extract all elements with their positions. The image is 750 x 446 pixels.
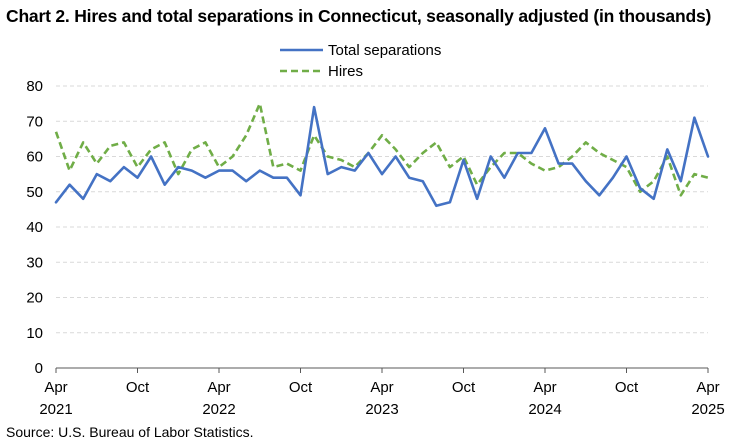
- x-tick-label-month: Apr: [696, 379, 719, 396]
- y-tick-label: 10: [26, 325, 43, 342]
- legend-label-hires: Hires: [328, 63, 363, 80]
- legend-label-total-separations: Total separations: [328, 42, 441, 59]
- series-line-hires: [54, 102, 709, 197]
- chart-title: Chart 2. Hires and total separations in …: [6, 6, 712, 26]
- x-tick-label-month: Oct: [452, 379, 476, 396]
- x-tick-label-year: 2021: [39, 401, 72, 418]
- series-lines: [54, 102, 710, 208]
- x-tick-label-month: Oct: [615, 379, 639, 396]
- legend: Total separations Hires: [280, 42, 441, 80]
- x-tick-label-year: 2025: [691, 401, 724, 418]
- gridlines: [56, 85, 708, 334]
- x-axis-ticks: Apr 2021 Oct Apr 2022 Oct Apr 2023 Oct Apr 2024 Oct…: [39, 368, 725, 418]
- y-tick-label: 40: [26, 219, 43, 236]
- x-tick-label-month: Apr: [533, 379, 556, 396]
- x-tick-label-month: Apr: [370, 379, 393, 396]
- y-tick-label: 80: [26, 78, 43, 95]
- x-tick-label-month: Apr: [44, 379, 67, 396]
- source-note: Source: U.S. Bureau of Labor Statistics.: [6, 424, 254, 440]
- x-tick-label-month: Oct: [289, 379, 313, 396]
- series-line-total-separations: [54, 105, 710, 208]
- x-tick-label-year: 2022: [202, 401, 235, 418]
- x-tick-label-year: 2024: [528, 401, 561, 418]
- y-tick-label: 70: [26, 113, 43, 130]
- y-axis-ticks: 0 10 20 30 40 50 60 70 80: [26, 78, 43, 377]
- y-tick-label: 30: [26, 254, 43, 271]
- x-tick-label-month: Apr: [207, 379, 230, 396]
- y-tick-label: 20: [26, 290, 43, 307]
- y-tick-label: 50: [26, 184, 43, 201]
- x-tick-label-year: 2023: [365, 401, 398, 418]
- y-tick-label: 60: [26, 149, 43, 166]
- y-tick-label: 0: [35, 360, 43, 377]
- x-tick-label-month: Oct: [126, 379, 150, 396]
